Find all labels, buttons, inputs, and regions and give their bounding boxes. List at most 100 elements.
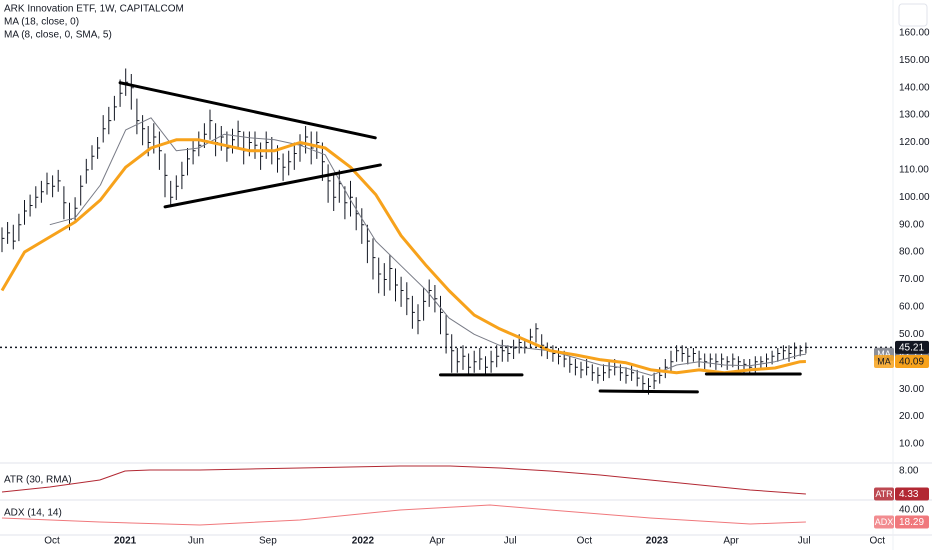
x-tick-label: Sep (259, 536, 277, 547)
price-bar (485, 356, 488, 376)
price-bar (687, 348, 691, 365)
price-bar (591, 364, 595, 381)
price-bar (586, 359, 590, 376)
value-label: 42.71 (899, 349, 924, 360)
panel-title: ADX (14, 14) (4, 508, 62, 519)
indicator-line (49, 117, 806, 376)
price-bar (462, 345, 466, 370)
price-bar (440, 295, 443, 335)
y-tick-label: 20.00 (899, 411, 924, 422)
value-label: 18.29 (899, 517, 924, 528)
x-tick-label: Apr (429, 536, 445, 547)
price-bar (423, 287, 427, 321)
price-bar (164, 153, 168, 198)
price-bar (192, 139, 196, 165)
price-bar (642, 375, 646, 392)
price-bar (400, 276, 404, 307)
price-bar (46, 172, 50, 195)
y-tick-label: 80.00 (899, 247, 924, 258)
price-bar (541, 334, 545, 357)
price-bar (125, 68, 129, 96)
y-tick-label: 120.00 (899, 137, 930, 148)
price-bar (479, 348, 483, 370)
tag-label: MA (877, 356, 891, 366)
price-bar (737, 356, 741, 370)
price-bar (473, 350, 477, 373)
y-tick-label: 40.00 (899, 505, 924, 516)
price-bar (766, 353, 769, 368)
price-bar (12, 224, 16, 250)
price-bar (187, 148, 190, 176)
price-bar (456, 348, 460, 373)
x-tick-label: Oct (869, 536, 885, 547)
y-tick-label: 150.00 (899, 55, 930, 66)
price-bar (175, 175, 179, 200)
price-bar (24, 200, 27, 225)
price-bar (468, 353, 472, 376)
price-bar (496, 345, 500, 368)
price-bar (265, 131, 269, 159)
indicator-line (1, 504, 806, 526)
price-bar (608, 361, 612, 379)
price-bar (361, 208, 365, 244)
price-bar (535, 323, 539, 343)
price-bar (158, 131, 162, 170)
price-bar (40, 180, 44, 203)
y-tick-label: 10.00 (899, 439, 924, 450)
price-bar (631, 364, 635, 381)
y-tick-label: 50.00 (899, 329, 924, 340)
y-tick-label: 70.00 (899, 274, 924, 285)
menu-button[interactable] (898, 3, 928, 27)
price-bar (97, 137, 101, 159)
price-bar (552, 345, 556, 362)
price-bar (305, 126, 309, 154)
price-bar (232, 128, 235, 154)
x-tick-label: Jun (188, 536, 204, 547)
value-box (895, 515, 929, 529)
price-bar (625, 367, 629, 384)
y-tick-label: 30.00 (899, 384, 924, 395)
price-bar (569, 356, 573, 373)
price-bar (344, 186, 348, 220)
price-bar (692, 348, 696, 362)
price-bar (709, 353, 713, 368)
price-bar (102, 115, 106, 143)
price-bar (181, 161, 185, 190)
price-bar (220, 126, 224, 151)
price-bar (597, 367, 601, 384)
y-tick-label: 60.00 (899, 302, 924, 313)
price-bar (366, 224, 370, 264)
price-bar (574, 359, 578, 376)
value-box (895, 487, 929, 501)
indicator-line (0, 138, 806, 375)
tag-box (874, 487, 894, 501)
price-bar (355, 197, 359, 231)
price-bar (406, 282, 410, 316)
tag-box (874, 515, 894, 529)
y-tick-label: 90.00 (899, 219, 924, 230)
price-bar (434, 285, 438, 313)
price-bar (636, 369, 640, 387)
price-bar (670, 350, 674, 373)
price-bar (254, 131, 258, 159)
x-tick-label: Apr (723, 536, 739, 547)
x-tick-label: 2021 (114, 536, 137, 547)
price-bar (603, 364, 606, 381)
price-bar (490, 350, 494, 373)
price-bar (293, 142, 297, 170)
price-bar (653, 372, 657, 390)
price-bar (288, 150, 292, 176)
y-tick-label: 160.00 (899, 28, 930, 39)
price-bar (704, 353, 708, 370)
price-bar (777, 348, 781, 362)
price-bar (383, 263, 387, 296)
y-tick-label: 8.00 (899, 466, 919, 477)
panel-title: ATR (30, RMA) (4, 475, 72, 486)
x-tick-label: 2022 (352, 536, 375, 547)
price-bar (52, 175, 56, 198)
price-bar (580, 361, 584, 379)
price-bar (29, 194, 33, 217)
price-bar (237, 120, 241, 148)
x-tick-label: Jul (798, 536, 811, 547)
